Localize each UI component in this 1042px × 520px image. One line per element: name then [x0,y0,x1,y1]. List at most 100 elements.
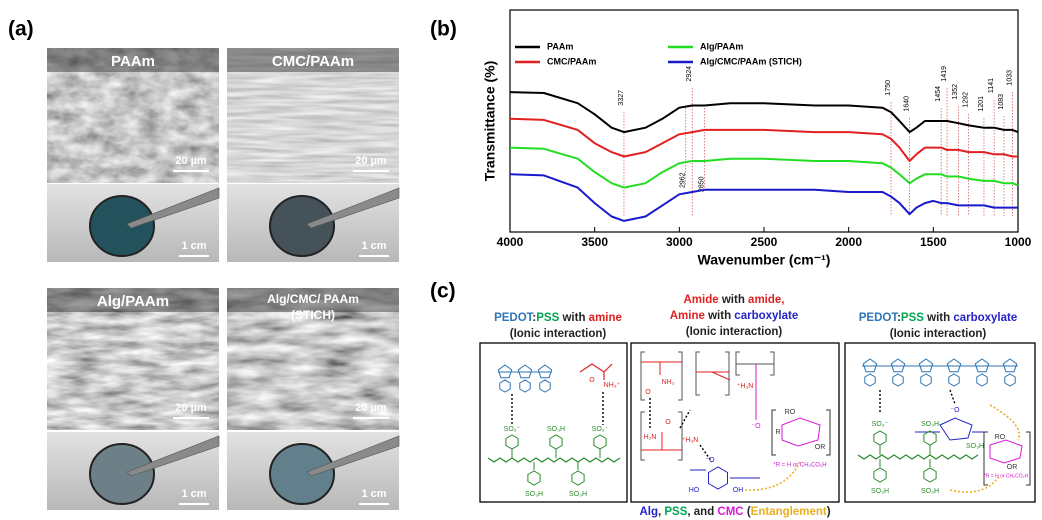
text-run: PSS [664,506,687,518]
ring [874,468,886,482]
bond [488,458,620,462]
chem-label: SO₃⁻ [504,426,521,433]
scale-label: 20 µm [175,155,207,167]
chem-label: OH [733,487,744,494]
ring [528,471,540,485]
peak-label: 1750 [885,80,892,96]
scale-label: 1 cm [361,240,386,252]
ring [498,365,511,378]
image-title: Alg/CMC/ PAAm [267,292,359,306]
bond [696,352,729,395]
scale-label: 1 cm [361,488,386,500]
image-title: Alg/PAAm [97,293,169,310]
ring [863,359,876,372]
scale-label: 1 cm [181,240,206,252]
peak-label: 1419 [941,66,948,82]
ring [893,374,903,386]
x-tick-label: 2000 [835,235,862,249]
legend-label: Alg/PAAm [700,41,743,51]
chem-label: SO₃H [966,443,984,450]
text-run: with [559,312,588,324]
ring [538,365,551,378]
chem-label: *R = H or CH₂CO₂H [984,473,1029,479]
ring [977,374,987,386]
chem-label: O [589,377,595,384]
chem-label: OR [1007,464,1018,471]
heading-line: (Ionic interaction) [890,328,987,340]
text-run: with [719,294,748,306]
x-tick-label: 3500 [581,235,608,249]
series-line [510,119,1018,161]
x-axis-label: Wavenumber (cm⁻¹) [698,252,831,268]
chem-label: SO₃H [871,488,889,495]
ring [990,440,1022,463]
ring [1003,359,1016,372]
text-run: Amine [670,310,705,322]
ring [919,359,932,372]
ring [891,359,904,372]
chem-label: RO [785,409,796,416]
peak-label: 1292 [962,92,969,108]
chem-label: SO₃⁻ [592,426,609,433]
heading-line: Alg, PSS, and CMC (Entanglement) [639,506,830,518]
ring [540,380,550,392]
text-run: , and [687,506,717,518]
text-run: Amide [684,294,719,306]
bond [736,352,774,375]
sample-disk [90,196,154,256]
text-run: CMC [717,506,743,518]
ring [947,359,960,372]
bond [858,455,978,459]
heading-line: (Ionic interaction) [510,328,607,340]
peak-label: 2924 [686,66,693,82]
chem-label: OR [815,444,826,451]
ring [572,471,584,485]
scale-label: 20 µm [355,155,387,167]
heading-line: Amide with amide, [684,294,785,306]
text-run: with [705,310,734,322]
chem-label: ⁺H₃N [737,383,754,390]
chem-label: ⁻O [751,423,761,430]
scale-label: 20 µm [355,402,387,414]
ring [874,431,886,445]
ring [949,374,959,386]
x-tick-label: 1000 [1005,235,1032,249]
ring [500,380,510,392]
ring [865,374,875,386]
text-run: carboxylate [734,310,798,322]
y-axis-label: Transmittance (%) [482,61,498,182]
chem-label: *R = H or CH₂CO₂H [773,463,826,469]
chem-label: H₂N [644,434,657,441]
peak-label: 1033 [1006,70,1013,86]
chem-label: HO [689,487,700,494]
heading-line: Amine with carboxylate [670,310,798,322]
ring [782,418,820,446]
chem-label: SO₃H [921,421,939,428]
chem-label: SO₃⁻ [872,421,889,428]
panel-label: (a) [8,18,34,41]
interaction-arrow [950,390,955,404]
scale-label: 20 µm [175,402,207,414]
scale-label: 1 cm [181,488,206,500]
ring [506,435,518,449]
chem-label: ⁻O [950,407,960,414]
ring [594,435,606,449]
text-run: (Ionic interaction) [890,328,987,340]
bond [580,364,612,380]
text-run: amide, [748,294,784,306]
panel-label: (b) [430,18,457,41]
panel-label: (c) [430,280,456,303]
peak-label: 2962 [680,172,687,188]
ring [550,435,562,449]
text-run: Entanglement [751,506,827,518]
chem-label: SO₃H [547,426,565,433]
ring [921,374,931,386]
series-line [510,148,1018,188]
bond [641,362,682,375]
ring [520,380,530,392]
series-line [510,174,1018,221]
chem-label: SO₃H [921,488,939,495]
chem-label: NH₂ [662,379,675,386]
bond [696,372,730,380]
x-tick-label: 4000 [497,235,524,249]
